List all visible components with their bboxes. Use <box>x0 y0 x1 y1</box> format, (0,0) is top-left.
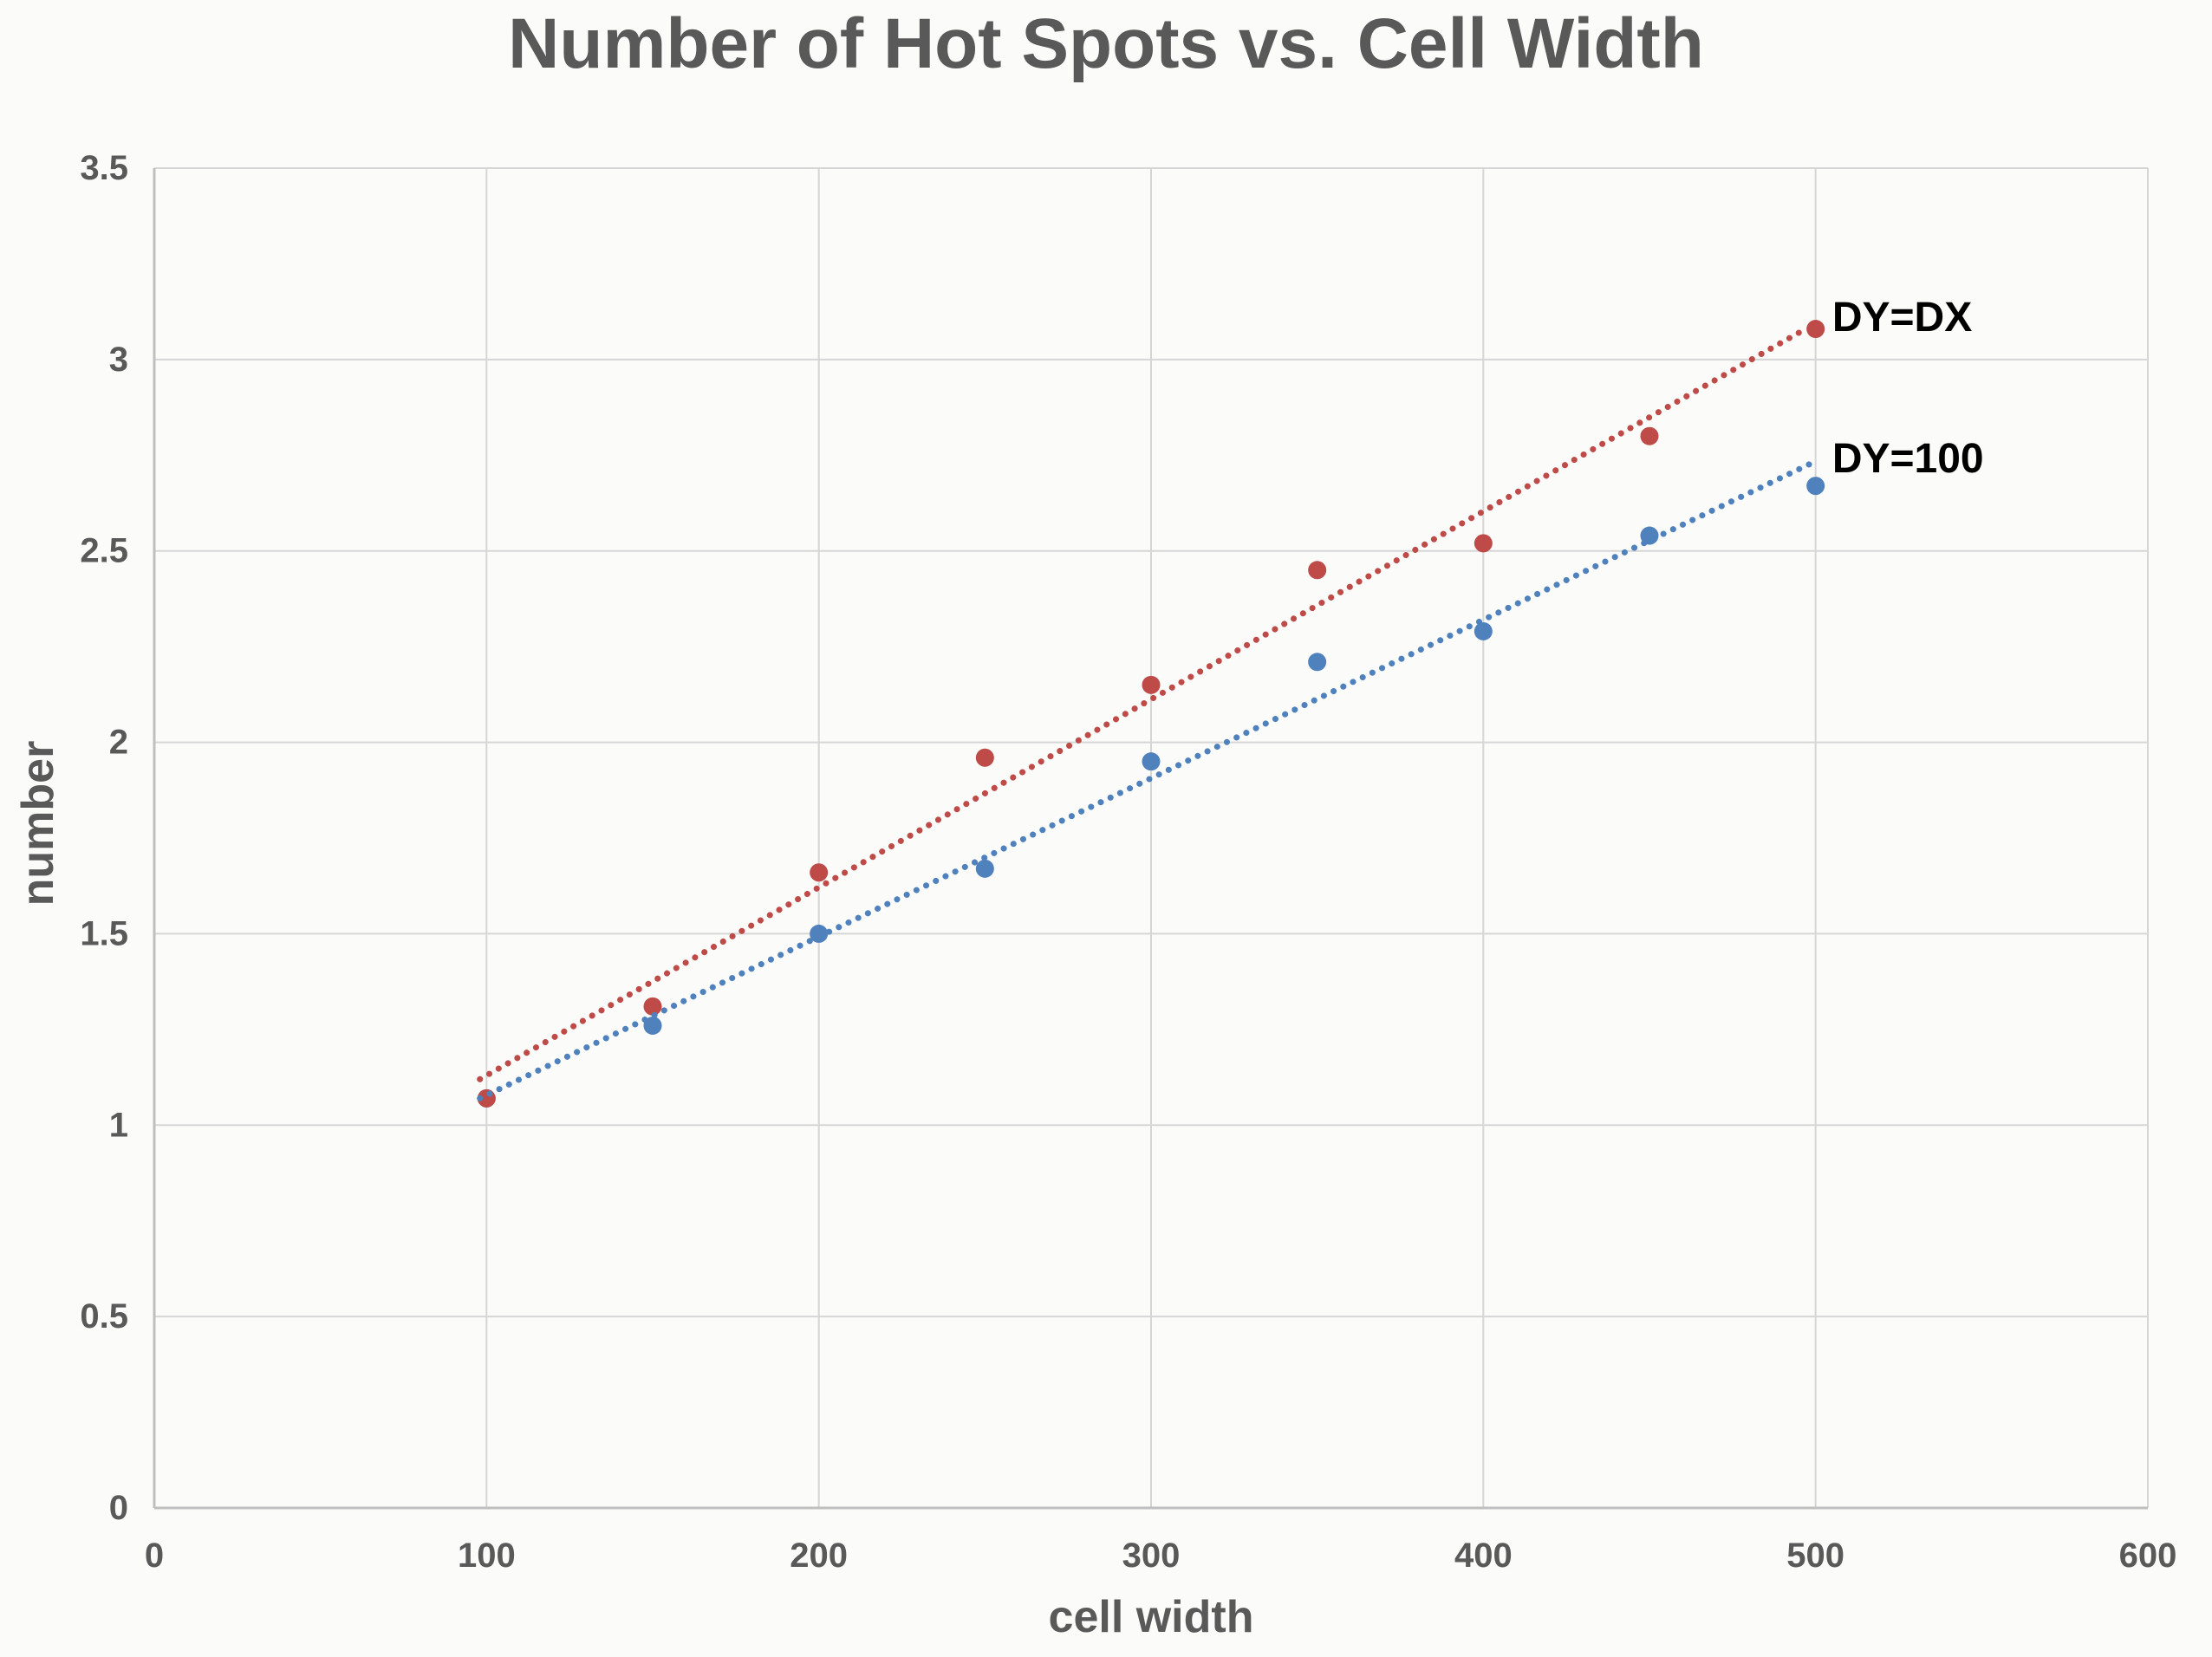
data-point-dy-100 <box>975 859 994 878</box>
x-tick-label: 400 <box>1454 1537 1513 1575</box>
data-point-dy-100 <box>643 1016 662 1035</box>
x-tick-label: 600 <box>2119 1537 2177 1575</box>
series-label-dy-dx: DY=DX <box>1832 295 1972 341</box>
x-tick-label: 100 <box>458 1537 516 1575</box>
series-label-dy-100: DY=100 <box>1832 436 1984 482</box>
trendline-dy-100 <box>477 459 1816 1101</box>
x-tick-label: 300 <box>1122 1537 1181 1575</box>
y-tick-label: 1 <box>109 1106 128 1144</box>
y-tick-label: 1.5 <box>80 914 128 952</box>
data-point-dy-dx <box>810 863 829 882</box>
data-point-dy-dx <box>1474 534 1493 553</box>
data-point-dy-100 <box>1308 653 1327 672</box>
y-tick-label: 2.5 <box>80 532 128 570</box>
x-tick-label: 200 <box>790 1537 848 1575</box>
x-tick-label: 500 <box>1786 1537 1844 1575</box>
x-axis-title: cell width <box>1049 1592 1254 1642</box>
y-tick-label: 2 <box>109 724 128 762</box>
trendline-dy-dx <box>477 326 1809 1082</box>
data-point-dy-dx <box>975 748 994 767</box>
data-point-dy-100 <box>1806 477 1825 496</box>
data-point-dy-dx <box>1806 320 1825 339</box>
data-point-dy-dx <box>643 997 662 1016</box>
y-tick-label: 3.5 <box>80 149 128 187</box>
data-point-dy-dx <box>1142 675 1161 694</box>
data-point-dy-dx <box>1308 561 1327 580</box>
y-tick-label: 0 <box>109 1489 128 1527</box>
x-tick-label: 0 <box>145 1537 164 1575</box>
data-point-dy-100 <box>1474 621 1493 640</box>
y-axis-title: number <box>13 741 63 906</box>
y-tick-label: 3 <box>109 341 128 379</box>
y-tick-label: 0.5 <box>80 1297 128 1335</box>
data-point-dy-100 <box>1142 752 1161 771</box>
data-point-dy-dx <box>1640 426 1659 445</box>
chart-title: Number of Hot Spots vs. Cell Width <box>508 4 1704 83</box>
